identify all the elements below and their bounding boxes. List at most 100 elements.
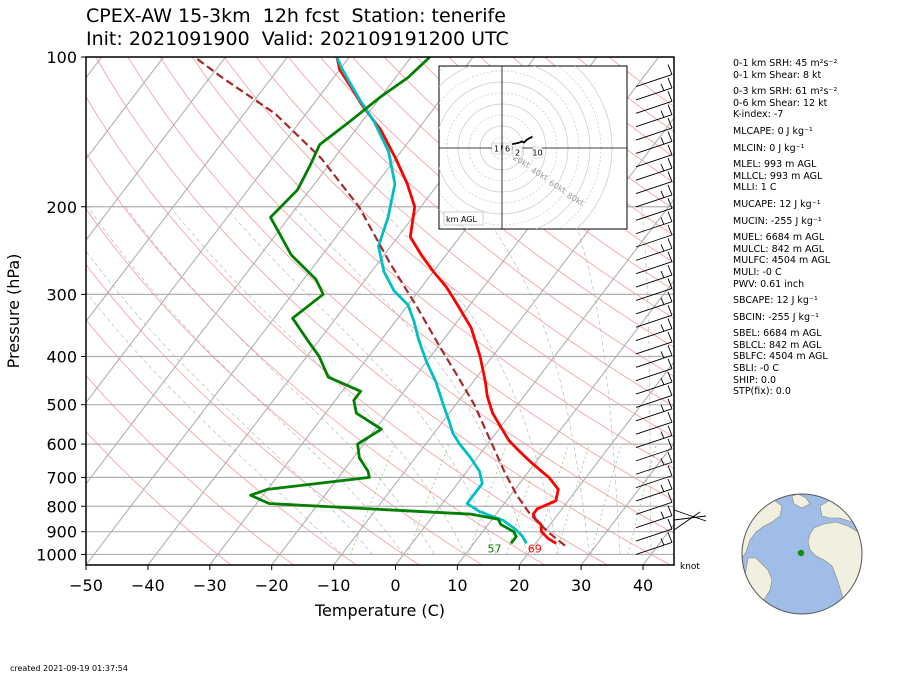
hodograph-height-box: [502, 142, 513, 155]
wind-barb: [635, 264, 673, 288]
wind-barb-staff: [635, 528, 673, 542]
wind-barb-flag: [660, 511, 665, 519]
index-row: 0-6 km Shear: 12 kt: [733, 97, 828, 109]
green_profile-line: [249, 57, 518, 545]
dry-adiabat: [416, 57, 674, 264]
x-tick-label: 20: [509, 576, 529, 595]
station-marker: [797, 549, 805, 557]
y-tick-label: 200: [46, 198, 77, 217]
wind-barb-flag: [667, 398, 673, 409]
index-row: MLEL: 993 m AGL: [733, 159, 817, 171]
wind-barb-flag: [667, 358, 673, 369]
x-tick-label: −30: [193, 576, 227, 595]
globe-location-map: [741, 493, 863, 615]
y-tick-label: 600: [46, 435, 77, 454]
wind-barb-staff: [635, 140, 673, 154]
moist-adiabat: [86, 291, 342, 555]
wind-barb: [635, 492, 673, 515]
dry-adiabat: [86, 319, 357, 565]
wind-barb: [635, 478, 673, 502]
x-tick-label: 0: [390, 576, 400, 595]
dry-adiabat: [384, 57, 674, 291]
wind-barb: [635, 117, 673, 141]
wind-barb-flag: [660, 83, 665, 92]
wind-barb: [635, 398, 673, 422]
wind-barb-staff: [673, 509, 707, 522]
wind-barb: [635, 251, 673, 275]
wind-barb-flag: [667, 211, 673, 222]
wind-barb-flag: [667, 77, 673, 89]
wind-barb: [635, 64, 673, 88]
wind-barb: [635, 331, 673, 355]
dry-adiabat: [86, 152, 545, 565]
wind-barb: [635, 385, 673, 408]
x-tick-label: 10: [447, 576, 467, 595]
wind-barb-flag: [667, 331, 673, 343]
isotherm: [333, 117, 674, 565]
dry-adiabat: [86, 208, 483, 565]
wind-barb-flag: [660, 324, 665, 332]
wind-barb: [635, 224, 673, 248]
wind-barb-staff: [635, 394, 673, 408]
y-tick-label: 300: [46, 285, 77, 304]
wind-barb: [635, 198, 673, 221]
index-row: SBLI: -0 C: [733, 363, 779, 375]
hodograph-height-box: [512, 146, 523, 159]
wind-barb-flag: [667, 452, 673, 463]
wind-barb-staff: [635, 87, 673, 101]
wind-barb: [635, 411, 673, 435]
moist-adiabat: [169, 206, 466, 555]
wind-barb-flag: [660, 137, 665, 145]
wind-barb-staff: [635, 542, 673, 555]
moist-adiabat: [293, 206, 528, 555]
globe-outline: [741, 493, 863, 615]
wind-barb-flag: [660, 217, 665, 225]
hodograph-height-box: [491, 142, 502, 155]
moist-adiabat: [477, 206, 590, 555]
isotherm: [86, 57, 165, 160]
isotherm: [86, 57, 474, 565]
plot-area: [86, 57, 674, 565]
wind-barb-flag: [667, 345, 673, 356]
wind-barb: [635, 532, 673, 555]
wind-unit-label: knot: [680, 562, 700, 572]
index-row: 0-3 km SRH: 61 m²s⁻²: [733, 86, 838, 98]
mixing-ratio-line: [350, 443, 396, 555]
wind-barb-staff: [635, 341, 673, 355]
x-tick-label: −50: [69, 576, 103, 595]
wind-barb: [635, 171, 673, 194]
index-row: MULFC: 4504 m AGL: [733, 255, 831, 267]
wind-barb-staff: [635, 74, 673, 88]
wind-barb-flag: [667, 425, 673, 436]
wind-barb: [635, 425, 673, 448]
wind-barb-staff: [635, 501, 673, 515]
wind-barb-flag: [667, 224, 673, 236]
dry-adiabat: [86, 374, 294, 565]
mixing-ratio-line: [590, 443, 622, 555]
y-tick-label: 700: [46, 468, 77, 487]
wind-barb-flag: [660, 351, 665, 359]
hodograph-height-label: 10: [532, 149, 542, 158]
x-tick-label: 40: [633, 576, 653, 595]
index-row: MLCIN: 0 J kg⁻¹: [733, 142, 805, 154]
parcel-line: [193, 57, 566, 547]
wind-barb-staff: [635, 354, 673, 368]
wind-barb-staff: [635, 181, 673, 194]
chart-title-line2: Init: 2021091900 Valid: 202109191200 UTC: [86, 28, 509, 50]
plot-frame: [85, 56, 675, 566]
wind-barb-staff: [635, 421, 673, 435]
wind-barb-flag: [667, 251, 673, 262]
wind-barb-flag: [660, 244, 665, 252]
wind-barb-flag: [667, 91, 673, 102]
dry-adiabat: [223, 57, 674, 438]
index-row: MLLCL: 993 m AGL: [733, 170, 823, 182]
dry-adiabat: [255, 57, 674, 408]
wind-barb-staff: [635, 515, 673, 529]
surface-annotation: 69: [528, 542, 542, 555]
wind-barb-flag: [660, 270, 665, 279]
index-row: SBLFC: 4504 m AGL: [733, 351, 828, 363]
wind-barb: [635, 157, 673, 181]
wind-barb-staff: [635, 408, 673, 422]
isotherm: [456, 279, 674, 565]
